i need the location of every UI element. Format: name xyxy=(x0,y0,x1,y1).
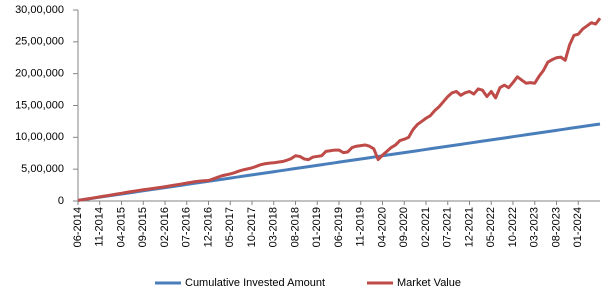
y-tick-label: 0 xyxy=(58,195,64,207)
x-tick-label: 02-2021 xyxy=(420,207,432,247)
x-tick-label: 05-2022 xyxy=(485,207,497,247)
x-tick-label: 08-2023 xyxy=(550,207,562,247)
x-tick-label: 07-2016 xyxy=(181,207,193,247)
x-tick-label: 03-2023 xyxy=(529,207,541,247)
y-tick-label: 20,00,000 xyxy=(15,68,64,80)
x-tick-label: 10-2022 xyxy=(507,207,519,247)
x-tick-label: 12-2016 xyxy=(202,207,214,247)
legend-label: Cumulative Invested Amount xyxy=(185,277,325,289)
x-tick-label: 06-2014 xyxy=(72,207,84,247)
x-tick-label: 12-2021 xyxy=(463,207,475,247)
x-tick-label: 04-2020 xyxy=(376,207,388,247)
y-tick-label: 30,00,000 xyxy=(15,4,64,16)
series-line xyxy=(77,17,602,202)
x-tick-label: 09-2020 xyxy=(398,207,410,247)
x-tick-label: 01-2019 xyxy=(311,207,323,247)
x-tick-label: 03-2018 xyxy=(268,207,280,247)
y-tick-label: 15,00,000 xyxy=(15,99,64,111)
x-tick-label: 11-2014 xyxy=(94,207,106,247)
y-tick-label: 10,00,000 xyxy=(15,131,64,143)
x-tick-label: 10-2017 xyxy=(246,207,258,247)
x-tick-label: 11-2019 xyxy=(355,207,367,247)
x-tick-label: 09-2015 xyxy=(137,207,149,247)
legend-label: Market Value xyxy=(397,277,461,289)
x-tick-label: 02-2016 xyxy=(159,207,171,247)
x-tick-label: 04-2015 xyxy=(115,207,127,247)
x-tick-label: 06-2019 xyxy=(333,207,345,247)
x-tick-label: 01-2024 xyxy=(572,207,584,247)
x-tick-label: 05-2017 xyxy=(224,207,236,247)
x-tick-label: 08-2018 xyxy=(289,207,301,247)
y-tick-label: 25,00,000 xyxy=(15,36,64,48)
y-tick-label: 5,00,000 xyxy=(21,163,64,175)
x-tick-label: 07-2021 xyxy=(442,207,454,247)
